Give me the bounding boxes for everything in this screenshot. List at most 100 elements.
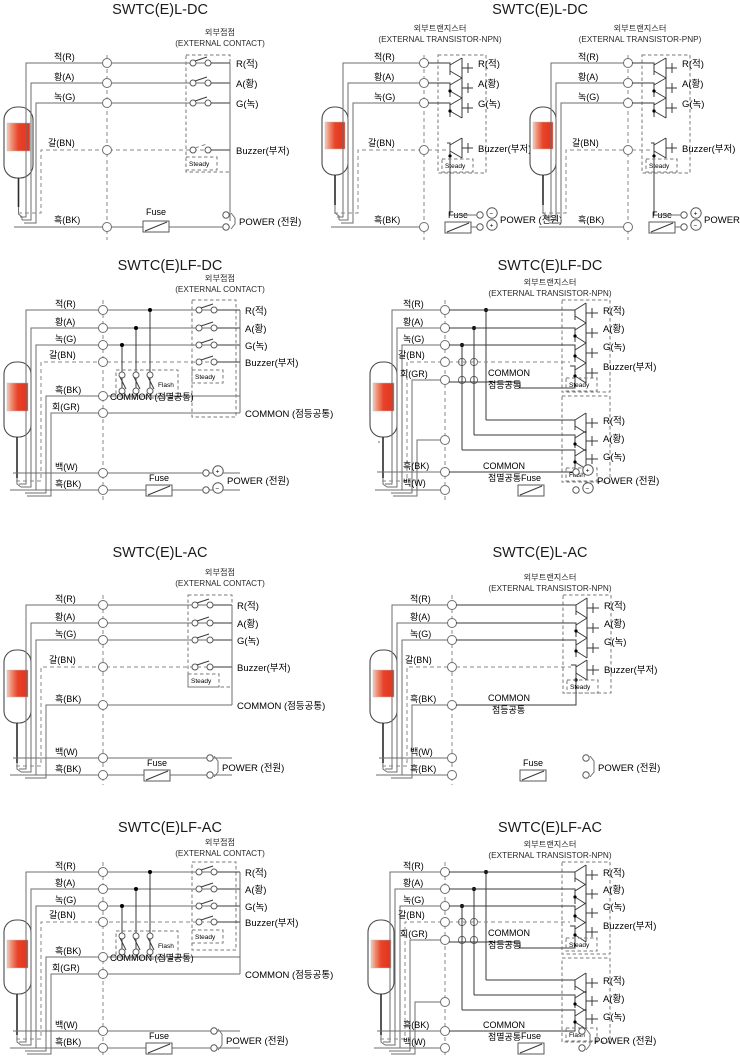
external-transistor-box-flash: Flash: [449, 957, 611, 1043]
diagram-swtc-l-dc-npn: 적(R) 황(A) 녹(G) 갈(BN) 흑(BK): [320, 51, 562, 240]
npn-transistor: [562, 412, 598, 434]
output-label: R(적): [603, 415, 625, 427]
contact-switch[interactable]: [191, 633, 232, 644]
contact-switch[interactable]: [195, 915, 240, 926]
wire-label: 녹(G): [403, 334, 424, 344]
tower-lamp: [3, 649, 32, 773]
output-label: R(적): [603, 975, 625, 987]
contact-switch[interactable]: [195, 882, 240, 893]
wire-label: 황(A): [55, 317, 75, 327]
fuse-symbol: Fuse: [517, 473, 545, 497]
power-label: POWER (전원): [227, 476, 289, 487]
fuse-symbol: Fuse: [143, 758, 171, 782]
contact-switch[interactable]: [189, 143, 230, 154]
external-transistor-box: Steady: [428, 54, 487, 215]
wire-label: 흑(BK): [55, 763, 81, 774]
power-terminals: + −: [654, 207, 702, 231]
external-transistor-box: Steady: [632, 54, 691, 215]
contact-switch[interactable]: [191, 616, 232, 627]
contact-switch[interactable]: [189, 96, 230, 107]
output-label: R(적): [245, 305, 267, 317]
common-flash-label: COMMON (점멸공통): [110, 391, 194, 402]
tower-lamp: [3, 106, 34, 220]
bus-terminals: [457, 357, 479, 385]
output-label: R(적): [682, 58, 704, 70]
terminal-dots: [440, 867, 450, 1053]
output-label: R(적): [603, 305, 625, 317]
common-flash-label: COMMON (점멸공통): [110, 952, 194, 963]
contact-switch[interactable]: [195, 355, 240, 366]
npn-transistor: [428, 77, 473, 99]
contact-switch[interactable]: [191, 598, 232, 609]
steady-label: Steady: [649, 163, 670, 170]
power-label: POWER (전원): [222, 763, 284, 774]
power-terminals: + −: [572, 464, 594, 494]
flash-switch[interactable]: [146, 371, 155, 395]
wire-label: 적(R): [55, 298, 76, 309]
output-label: R(적): [478, 58, 500, 70]
steady-label: Steady: [569, 942, 590, 949]
tower-lamp: [3, 919, 32, 1046]
npn-transistor: [562, 448, 598, 470]
wire-label: 갈(BN): [49, 910, 76, 920]
contact-switch[interactable]: [195, 338, 240, 349]
flash-switch[interactable]: [146, 932, 155, 956]
fuse-symbol: Fuse: [145, 1031, 173, 1055]
subtitle-kr: 외부트랜지스터: [613, 24, 667, 33]
contact-switch[interactable]: [195, 865, 240, 876]
flash-switch[interactable]: [132, 932, 141, 956]
output-label: G(녹): [604, 637, 626, 648]
diagram-swtc-lf-ac-npn: 적(R) 황(A) 녹(G) 갈(BN) 회(GR) 흑(BK) 백(W): [367, 860, 740, 1058]
steady-label: Steady: [195, 934, 216, 941]
npn-transistor: [574, 637, 599, 659]
common-steady-kr: 점등공통: [488, 939, 521, 950]
subtitle-en: (EXTERNAL TRANSISTOR-NPN): [488, 850, 612, 860]
contact-switch[interactable]: [195, 303, 240, 314]
diagram-title-6: SWTC(E)L-AC: [112, 545, 208, 561]
diagram-subtitle-5: 외부트랜지스터 (EXTERNAL TRANSISTOR-NPN): [460, 278, 640, 299]
wire-label: 녹(G): [410, 629, 431, 639]
wire-label: 갈(BN): [49, 655, 76, 665]
wire-label: 황(A): [403, 317, 423, 327]
npn-transistor: [562, 972, 598, 994]
flash-box: Flash: [115, 369, 179, 399]
wire-label: 흑(BK): [55, 1036, 81, 1047]
subtitle-kr: 외부트랜지스터: [523, 840, 577, 849]
wire-label: 흑(BK): [410, 693, 436, 704]
wire-label: 흑(BK): [403, 460, 429, 471]
power-label: POWER (전원): [239, 217, 301, 228]
contact-switch[interactable]: [191, 660, 232, 671]
common-word: COMMON: [488, 368, 530, 378]
diagram-title-9: SWTC(E)LF-AC: [498, 820, 602, 836]
fuse-symbol: Fuse: [648, 210, 676, 234]
wire-label: 흑(BK): [55, 945, 81, 956]
flash-switch[interactable]: [132, 371, 141, 395]
fuse-label: Fuse: [521, 473, 541, 483]
wire-label: 황(A): [578, 72, 598, 82]
contact-switch[interactable]: [189, 76, 230, 87]
diagram-swtc-lf-ac-contact: 적(R) 황(A) 녹(G) 갈(BN) 흑(BK) 회(GR) 백(W) 흑(…: [0, 860, 345, 1058]
tower-lamp: [369, 361, 398, 488]
polarity-minus: −: [693, 223, 697, 230]
external-transistor-box-steady: Steady: [449, 299, 611, 393]
contact-switch[interactable]: [195, 321, 240, 332]
diagram-swtc-lf-dc-contact: 적(R) 황(A) 녹(G) 갈(BN) 흑(BK) 회(GR) 백(W) 흑(…: [0, 298, 345, 500]
wire-bundle: [376, 604, 452, 779]
wire-label: 적(R): [410, 593, 431, 604]
output-label: G(녹): [603, 342, 625, 353]
flash-switch[interactable]: [118, 371, 127, 395]
wire-label: 갈(BN): [368, 138, 395, 148]
wire-label: 녹(G): [578, 92, 599, 102]
pnp-transistor: [632, 137, 677, 159]
contact-switch[interactable]: [195, 899, 240, 910]
subtitle-kr: 외부트랜지스터: [523, 278, 577, 287]
wire-label: 갈(BN): [405, 655, 432, 665]
contact-switch[interactable]: [189, 56, 230, 67]
wire-bundle: [375, 309, 445, 497]
flash-switch[interactable]: [118, 932, 127, 956]
output-label: G(녹): [603, 902, 625, 913]
output-label: G(녹): [237, 636, 259, 647]
output-label: Buzzer(부저): [604, 665, 657, 676]
steady-label: Steady: [195, 374, 216, 381]
polarity-plus: +: [490, 223, 494, 230]
